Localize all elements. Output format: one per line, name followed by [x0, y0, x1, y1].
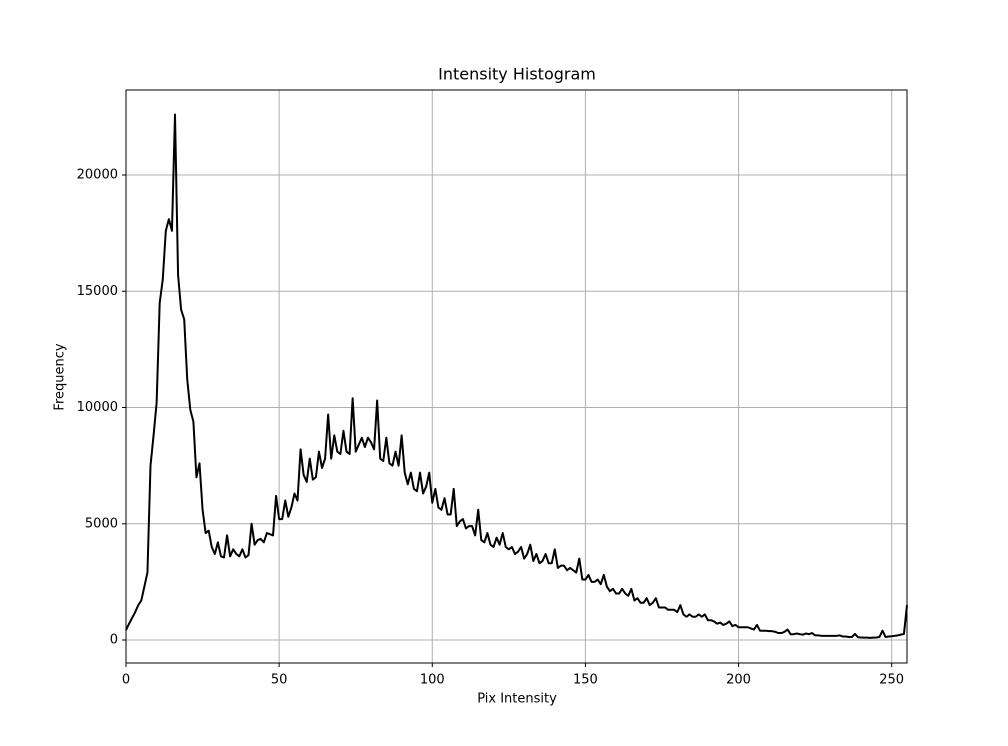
- chart-title: Intensity Histogram: [438, 65, 596, 84]
- x-axis-label: Pix Intensity: [477, 692, 557, 707]
- x-tick-label: 200: [726, 673, 751, 688]
- x-tick-label: 150: [573, 673, 598, 688]
- x-tick-label: 100: [420, 673, 445, 688]
- y-tick-label: 0: [110, 633, 118, 648]
- data-line: [125, 113, 908, 639]
- plot-frame: [125, 89, 908, 664]
- y-tick-label: 10000: [77, 400, 118, 415]
- x-tick-label: 50: [271, 673, 288, 688]
- y-tick-label: 20000: [77, 168, 118, 183]
- x-tick-label: 250: [879, 673, 904, 688]
- y-axis-label: Frequency: [53, 343, 68, 410]
- y-tick-label: 5000: [85, 516, 118, 531]
- y-tick-label: 15000: [77, 284, 118, 299]
- x-tick-label: 0: [122, 673, 130, 688]
